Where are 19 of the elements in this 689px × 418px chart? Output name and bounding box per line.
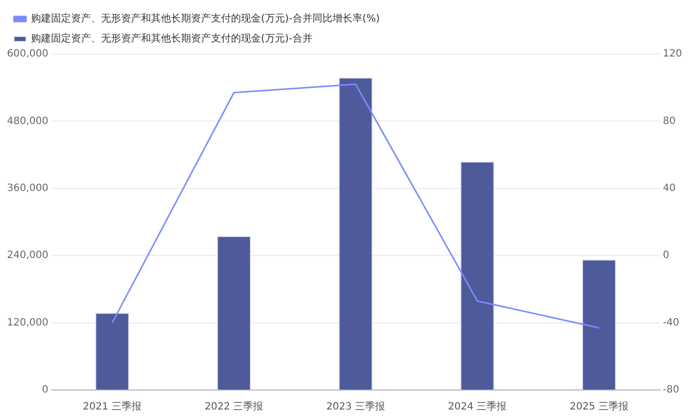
y2-tick-label: -40: [662, 317, 680, 328]
y-tick-label: 240,000: [6, 250, 48, 262]
x-tick-label: 2025 三季报: [570, 400, 628, 413]
y-tick-label: 600,000: [6, 48, 48, 60]
y2-tick-label: 0: [662, 250, 670, 262]
y-tick-label: 0: [42, 384, 48, 396]
legend-label: 购建固定资产、无形资产和其他长期资产支付的现金(万元)-合并同比增长率(%): [31, 12, 380, 25]
y-tick-label: 360,000: [6, 182, 48, 194]
x-tick-label: 2022 三季报: [204, 400, 264, 413]
y2-tick-label: 40: [662, 182, 676, 194]
x-tick-label: 2024 三季报: [448, 400, 507, 413]
y-tick-label: 480,000: [6, 116, 48, 127]
y2-tick-label: 120: [662, 48, 682, 60]
x-tick-label: 2023 三季报: [326, 400, 385, 413]
y2-tick-label: 80: [662, 116, 676, 127]
legend-label: 购建固定资产、无形资产和其他长期资产支付的现金(万元)-合并: [31, 32, 312, 45]
x-tick-label: 2021 三季报: [82, 400, 142, 413]
y-tick-label: 120,000: [6, 317, 48, 328]
y2-tick-label: -80: [662, 384, 680, 396]
